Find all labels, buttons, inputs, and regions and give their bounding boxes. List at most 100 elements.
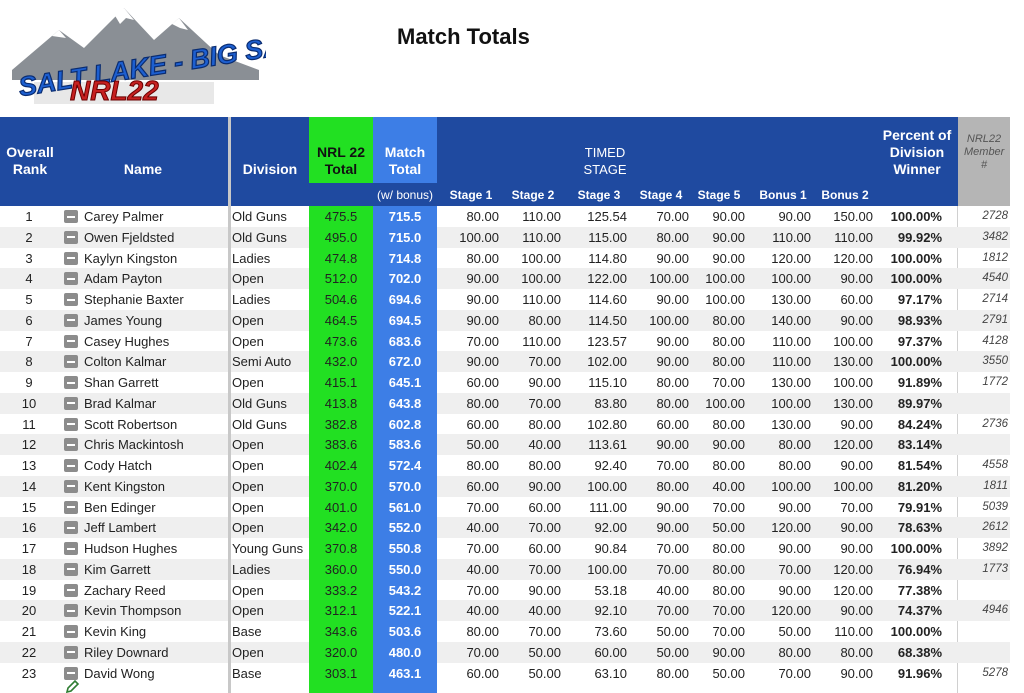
cell-match: 714.8 bbox=[388, 250, 422, 266]
cell-s4: 80.00 bbox=[656, 375, 689, 390]
collapse-icon[interactable] bbox=[64, 521, 78, 535]
cell-s5: 40.00 bbox=[712, 478, 745, 494]
cell-division: Open bbox=[232, 437, 264, 453]
event-logo: SALT LAKE - BIG SALTY NRL22 bbox=[4, 0, 266, 108]
collapse-icon[interactable] bbox=[64, 376, 78, 389]
cell-nrl: 370.8 bbox=[324, 541, 358, 556]
cell-mem: 4946 bbox=[982, 604, 1008, 617]
cell-division: Open bbox=[232, 333, 264, 349]
cell-s5: 70.00 bbox=[712, 375, 745, 390]
cell-mem: 1812 bbox=[982, 251, 1008, 264]
cell-mem bbox=[958, 621, 1008, 642]
cell-name: Kent Kingston bbox=[84, 478, 165, 494]
table-row: 15 Ben Edinger Open 401.0 561.0 70.00 60.00 111… bbox=[0, 497, 1012, 518]
collapse-icon[interactable] bbox=[64, 334, 78, 348]
cell-mem: 4558 bbox=[982, 459, 1008, 471]
cell-s3: 102.80 bbox=[587, 416, 627, 432]
cell-rank: 11 bbox=[22, 416, 36, 432]
cell-match: 583.6 bbox=[388, 437, 422, 453]
collapse-icon[interactable] bbox=[64, 293, 78, 306]
cell-rank: 9 bbox=[25, 375, 33, 390]
cell-s5: 70.00 bbox=[712, 499, 745, 515]
cell-s1: 90.00 bbox=[466, 271, 499, 287]
collapse-icon[interactable] bbox=[64, 625, 78, 638]
cell-name: Scott Robertson bbox=[84, 416, 178, 432]
collapse-icon[interactable] bbox=[64, 438, 78, 452]
collapse-icon[interactable] bbox=[64, 396, 78, 410]
cell-match: 694.5 bbox=[388, 312, 422, 328]
table-row: 7 Casey Hughes Open 473.6 683.6 70.00 110.00 12… bbox=[0, 331, 1012, 352]
cell-division: Ladies bbox=[232, 561, 271, 577]
cell-s3: 100.00 bbox=[587, 561, 627, 577]
cell-rank: 20 bbox=[21, 603, 37, 619]
cell-s4: 100.00 bbox=[649, 271, 689, 287]
cell-match: 543.2 bbox=[388, 582, 422, 598]
cell-s5: 100.00 bbox=[705, 271, 745, 287]
cell-s4: 90.00 bbox=[656, 250, 689, 266]
cell-name: Adam Payton bbox=[84, 271, 163, 287]
cell-s3: 113.61 bbox=[588, 437, 627, 453]
cell-nrl: 464.5 bbox=[324, 312, 358, 328]
cell-match: 463.1 bbox=[388, 665, 422, 681]
cell-match: 552.0 bbox=[388, 520, 422, 536]
header-stage1: Stage 1 bbox=[449, 188, 493, 202]
cell-nrl: 504.6 bbox=[324, 292, 358, 307]
cell-name: Hudson Hughes bbox=[84, 541, 178, 556]
collapse-icon[interactable] bbox=[64, 562, 78, 576]
cell-name: Stephanie Baxter bbox=[84, 292, 184, 307]
cell-match: 570.0 bbox=[388, 478, 422, 494]
collapse-icon[interactable] bbox=[64, 355, 78, 369]
cell-b2: 80.00 bbox=[840, 644, 873, 660]
cell-nrl: 413.8 bbox=[324, 395, 358, 411]
cell-s4: 70.00 bbox=[656, 561, 689, 577]
collapse-icon[interactable] bbox=[64, 272, 78, 286]
collapse-icon[interactable] bbox=[64, 313, 78, 327]
cell-pct: 79.91% bbox=[897, 499, 942, 515]
cell-s2: 40.00 bbox=[528, 603, 561, 619]
collapse-icon[interactable] bbox=[64, 417, 78, 431]
collapse-icon[interactable] bbox=[64, 583, 78, 597]
cell-s4: 70.00 bbox=[656, 603, 689, 619]
cell-rank: 18 bbox=[21, 561, 37, 577]
collapse-icon[interactable] bbox=[64, 210, 78, 223]
collapse-icon[interactable] bbox=[64, 666, 78, 680]
member-subheader bbox=[958, 183, 1010, 206]
cell-rank: 7 bbox=[25, 333, 33, 349]
collapse-icon[interactable] bbox=[64, 251, 78, 265]
cell-match: 572.4 bbox=[388, 458, 422, 473]
cell-s1: 100.00 bbox=[459, 229, 499, 245]
table-row: 10 Brad Kalmar Old Guns 413.8 643.8 80.00 70.0… bbox=[0, 392, 1012, 414]
cell-mem: 5278 bbox=[982, 666, 1008, 679]
cell-rank: 8 bbox=[25, 354, 33, 370]
cell-b1: 140.00 bbox=[771, 312, 811, 328]
collapse-icon[interactable] bbox=[64, 604, 78, 618]
cell-s4: 60.00 bbox=[656, 416, 689, 432]
cell-s3: 92.00 bbox=[594, 520, 627, 536]
cell-mem: 4128 bbox=[982, 334, 1008, 347]
cell-b1: 100.00 bbox=[771, 478, 811, 494]
cell-s2: 110.00 bbox=[522, 292, 561, 307]
collapse-icon[interactable] bbox=[64, 500, 78, 514]
collapse-icon[interactable] bbox=[64, 459, 78, 472]
cell-match: 503.6 bbox=[388, 624, 422, 639]
cell-b2: 120.00 bbox=[833, 250, 873, 266]
pencil-icon[interactable] bbox=[64, 679, 82, 693]
svg-text:NRL22: NRL22 bbox=[70, 75, 159, 106]
collapse-icon[interactable] bbox=[64, 479, 78, 493]
cell-b1: 120.00 bbox=[771, 250, 811, 266]
collapse-icon[interactable] bbox=[64, 542, 78, 555]
cell-pct: 97.37% bbox=[897, 333, 942, 349]
cell-s5: 90.00 bbox=[712, 644, 745, 660]
cell-s4: 80.00 bbox=[656, 665, 689, 681]
cell-b1: 90.00 bbox=[778, 582, 811, 598]
cell-s4: 80.00 bbox=[656, 229, 689, 245]
cell-nrl: 512.0 bbox=[324, 271, 358, 287]
cell-division: Open bbox=[232, 582, 264, 598]
cell-b1: 80.00 bbox=[778, 458, 811, 473]
collapse-icon[interactable] bbox=[64, 230, 78, 244]
cell-pct: 100.00% bbox=[890, 624, 942, 639]
collapse-icon[interactable] bbox=[64, 645, 78, 659]
header-stage2: Stage 2 bbox=[511, 188, 555, 202]
cell-s4: 90.00 bbox=[656, 354, 689, 370]
cell-b1: 130.00 bbox=[771, 375, 811, 390]
